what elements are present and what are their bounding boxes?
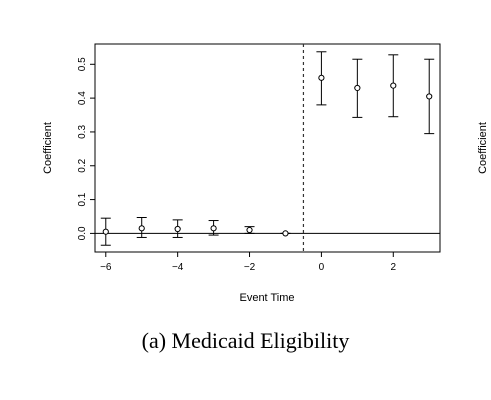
y-tick-label-3: 0.3 <box>77 125 88 139</box>
figure-caption: (a) Medicaid Eligibility <box>141 328 350 353</box>
event-study-chart: −6 −4 −2 0 2 0.0 0.1 0.2 0.3 0.4 0.5 Event Time Co… <box>42 43 489 304</box>
data-point-4 <box>246 226 253 234</box>
x-tick-label-3: 0 <box>319 262 325 273</box>
data-point-8 <box>390 82 397 89</box>
x-tick-label-4: 2 <box>391 262 397 273</box>
y-tick-label-1: 0.1 <box>77 192 88 206</box>
y-tick-label-0: 0.0 <box>77 226 88 240</box>
y-tick-label-5: 0.5 <box>77 57 88 71</box>
data-point-9 <box>426 93 433 100</box>
data-point-0 <box>102 228 109 235</box>
data-point-5 <box>282 230 289 237</box>
y-tick-label-4: 0.4 <box>77 91 88 105</box>
y-tick-label-2: 0.2 <box>77 158 88 172</box>
right-panel-y-axis-title: Coefficient <box>477 122 489 174</box>
x-tick-label-1: −4 <box>172 262 184 273</box>
data-point-7 <box>354 84 361 92</box>
x-tick-label-2: −2 <box>244 262 256 273</box>
data-point-1 <box>138 225 145 232</box>
data-point-6 <box>318 74 325 81</box>
plot-frame <box>94 43 441 253</box>
y-axis-title: Coefficient <box>42 122 54 174</box>
x-axis-title: Event Time <box>239 292 294 304</box>
data-point-2 <box>174 225 181 233</box>
data-point-3 <box>210 225 217 232</box>
x-tick-label-0: −6 <box>100 262 112 273</box>
